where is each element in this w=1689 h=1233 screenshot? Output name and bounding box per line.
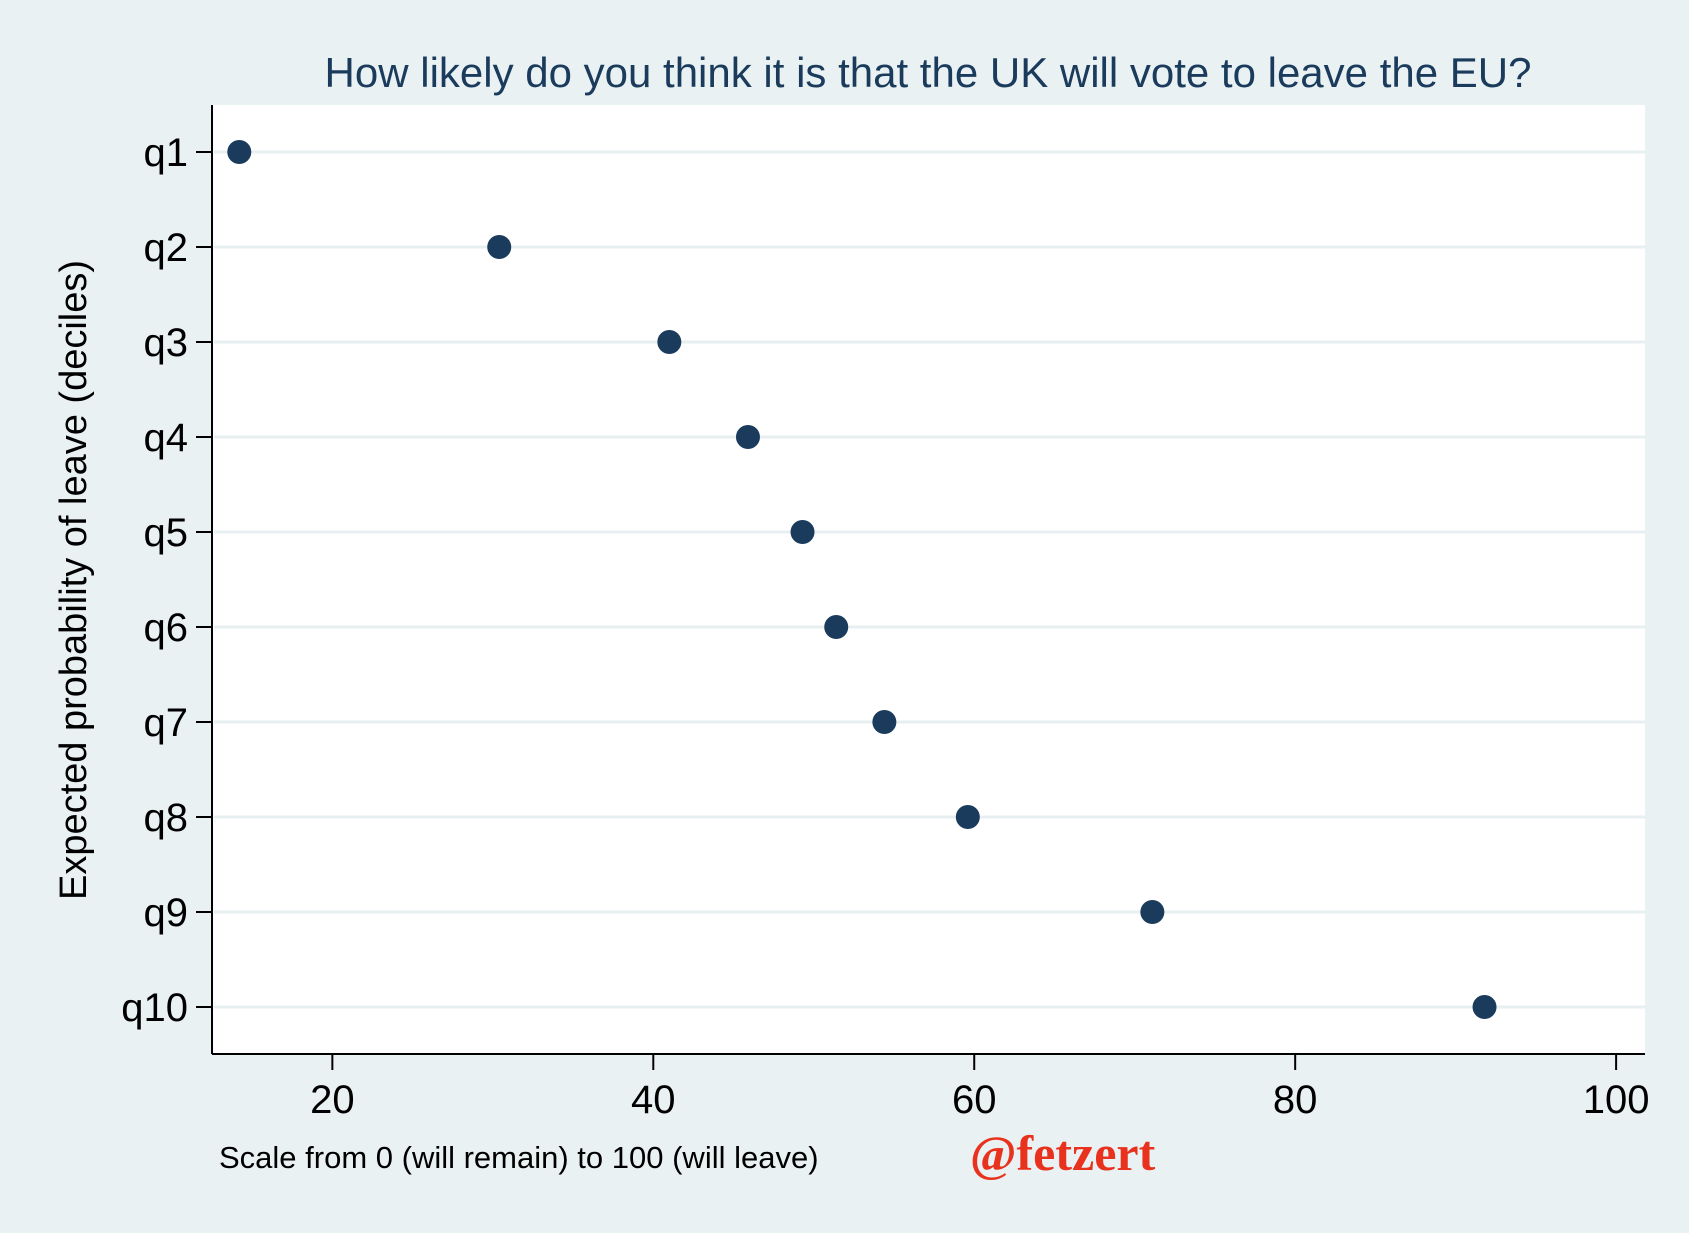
y-tick-label-q4: q4: [144, 416, 189, 460]
data-point-q6: [824, 615, 849, 639]
data-point-q3: [657, 330, 682, 354]
x-tick-label-40: 40: [631, 1078, 676, 1122]
data-point-q8: [955, 805, 980, 829]
y-tick-label-q6: q6: [144, 606, 189, 650]
chart-title: How likely do you think it is that the U…: [325, 49, 1532, 96]
y-tick-label-q1: q1: [144, 131, 189, 175]
x-tick-label-60: 60: [952, 1078, 997, 1122]
y-tick-label-q8: q8: [144, 796, 189, 840]
y-tick-label-q7: q7: [144, 701, 189, 745]
y-tick-label-q5: q5: [144, 511, 189, 555]
data-point-q5: [790, 520, 815, 544]
data-point-q9: [1140, 900, 1165, 924]
data-point-q1: [227, 140, 252, 164]
axes: q1 q2 q3 q4 q5 q6 q7 q8 q9 q10 20 40 60 80 100: [121, 105, 1649, 1122]
gridlines: [214, 150, 1645, 1009]
author-watermark: @fetzert: [970, 1125, 1156, 1181]
x-tick-label-20: 20: [310, 1078, 355, 1122]
data-point-q2: [487, 235, 512, 259]
y-tick-label-q9: q9: [144, 891, 189, 935]
data-points: [227, 140, 1497, 1019]
data-point-q4: [735, 425, 760, 449]
x-tick-label-100: 100: [1583, 1078, 1650, 1122]
y-tick-label-q10: q10: [121, 986, 188, 1030]
plot-area: [212, 105, 1645, 1054]
data-point-q10: [1472, 995, 1497, 1019]
x-tick-label-80: 80: [1273, 1078, 1318, 1122]
data-point-q7: [872, 710, 897, 734]
y-axis-label: Expected probability of leave (deciles): [53, 260, 95, 900]
y-tick-label-q3: q3: [144, 321, 189, 365]
y-tick-label-q2: q2: [144, 226, 189, 270]
x-axis-label: Scale from 0 (will remain) to 100 (will …: [219, 1140, 819, 1175]
